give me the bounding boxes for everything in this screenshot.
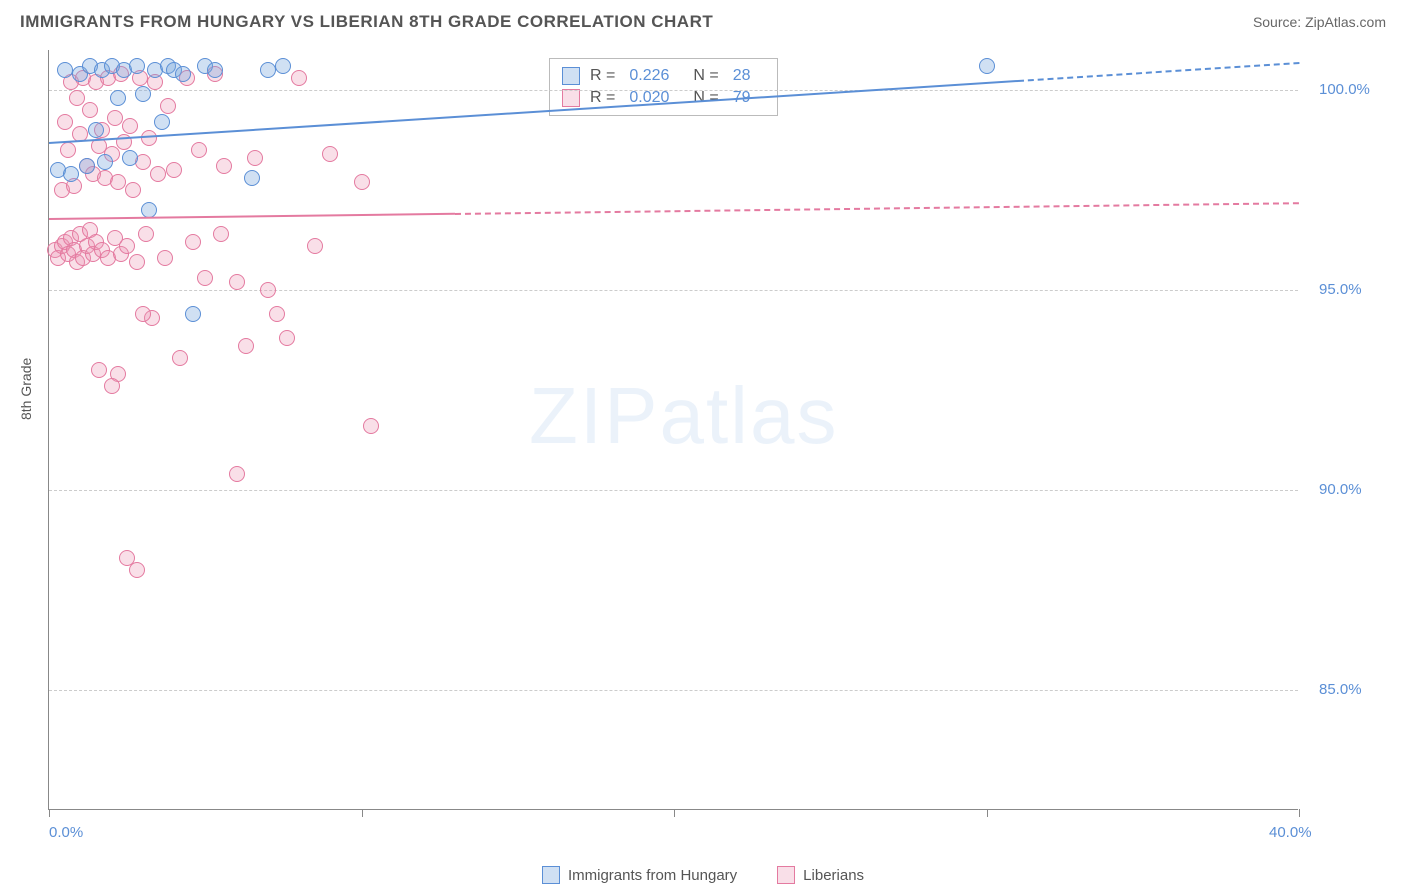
data-point xyxy=(141,130,157,146)
data-point xyxy=(238,338,254,354)
data-point xyxy=(57,62,73,78)
data-point xyxy=(110,90,126,106)
data-point xyxy=(354,174,370,190)
data-point xyxy=(269,306,285,322)
swatch-pink-icon xyxy=(777,866,795,884)
data-point xyxy=(60,142,76,158)
data-point xyxy=(57,114,73,130)
data-point xyxy=(107,110,123,126)
chart-title: IMMIGRANTS FROM HUNGARY VS LIBERIAN 8TH … xyxy=(20,12,713,32)
xtick-label: 40.0% xyxy=(1269,824,1312,841)
data-point xyxy=(129,562,145,578)
swatch-pink-icon xyxy=(562,89,580,107)
data-point xyxy=(91,362,107,378)
ytick-label: 90.0% xyxy=(1319,481,1362,498)
xtick xyxy=(362,809,363,817)
data-point xyxy=(82,102,98,118)
n-label: N = xyxy=(693,89,718,107)
data-point xyxy=(119,238,135,254)
data-point xyxy=(229,274,245,290)
xtick xyxy=(1299,809,1300,817)
legend-item-blue: Immigrants from Hungary xyxy=(542,866,737,884)
data-point xyxy=(185,234,201,250)
ytick-label: 85.0% xyxy=(1319,681,1362,698)
chart-plot-area: ZIPatlas R = 0.226 N = 28 R = 0.020 N = … xyxy=(48,50,1298,810)
swatch-blue-icon xyxy=(562,67,580,85)
xtick xyxy=(987,809,988,817)
watermark: ZIPatlas xyxy=(529,370,838,462)
data-point xyxy=(63,166,79,182)
data-point xyxy=(97,154,113,170)
ytick-label: 100.0% xyxy=(1319,81,1370,98)
data-point xyxy=(363,418,379,434)
data-point xyxy=(307,238,323,254)
data-point xyxy=(141,202,157,218)
data-point xyxy=(129,58,145,74)
data-point xyxy=(979,58,995,74)
data-point xyxy=(279,330,295,346)
xtick xyxy=(49,809,50,817)
data-point xyxy=(197,270,213,286)
legend-label-pink: Liberians xyxy=(803,867,864,884)
data-point xyxy=(191,142,207,158)
gridline xyxy=(49,690,1298,691)
trendline-dashed xyxy=(455,202,1299,215)
data-point xyxy=(79,158,95,174)
stats-row-blue: R = 0.226 N = 28 xyxy=(562,65,765,87)
data-point xyxy=(322,146,338,162)
data-point xyxy=(207,62,223,78)
data-point xyxy=(110,174,126,190)
data-point xyxy=(175,66,191,82)
data-point xyxy=(260,282,276,298)
r-value-blue: 0.226 xyxy=(629,67,669,85)
data-point xyxy=(244,170,260,186)
data-point xyxy=(247,150,263,166)
data-point xyxy=(150,166,166,182)
n-label: N = xyxy=(693,67,718,85)
data-point xyxy=(104,378,120,394)
trendline-solid xyxy=(49,213,455,220)
data-point xyxy=(69,90,85,106)
data-point xyxy=(160,98,176,114)
swatch-blue-icon xyxy=(542,866,560,884)
gridline xyxy=(49,290,1298,291)
data-point xyxy=(229,466,245,482)
xtick xyxy=(674,809,675,817)
data-point xyxy=(138,226,154,242)
data-point xyxy=(216,158,232,174)
legend-item-pink: Liberians xyxy=(777,866,864,884)
data-point xyxy=(135,306,151,322)
gridline xyxy=(49,90,1298,91)
r-label: R = xyxy=(590,67,615,85)
data-point xyxy=(172,350,188,366)
data-point xyxy=(260,62,276,78)
data-point xyxy=(185,306,201,322)
data-point xyxy=(129,254,145,270)
data-point xyxy=(275,58,291,74)
data-point xyxy=(125,182,141,198)
ytick-label: 95.0% xyxy=(1319,281,1362,298)
data-point xyxy=(154,114,170,130)
data-point xyxy=(213,226,229,242)
legend-label-blue: Immigrants from Hungary xyxy=(568,867,737,884)
n-value-blue: 28 xyxy=(733,67,751,85)
xtick-label: 0.0% xyxy=(49,824,83,841)
data-point xyxy=(88,122,104,138)
data-point xyxy=(166,162,182,178)
gridline xyxy=(49,490,1298,491)
data-point xyxy=(291,70,307,86)
trendline-dashed xyxy=(1018,62,1299,82)
r-label: R = xyxy=(590,89,615,107)
source-label: Source: ZipAtlas.com xyxy=(1253,14,1386,30)
y-axis-label: 8th Grade xyxy=(18,358,34,420)
data-point xyxy=(122,150,138,166)
bottom-legend: Immigrants from Hungary Liberians xyxy=(0,866,1406,884)
data-point xyxy=(135,86,151,102)
data-point xyxy=(157,250,173,266)
data-point xyxy=(122,118,138,134)
